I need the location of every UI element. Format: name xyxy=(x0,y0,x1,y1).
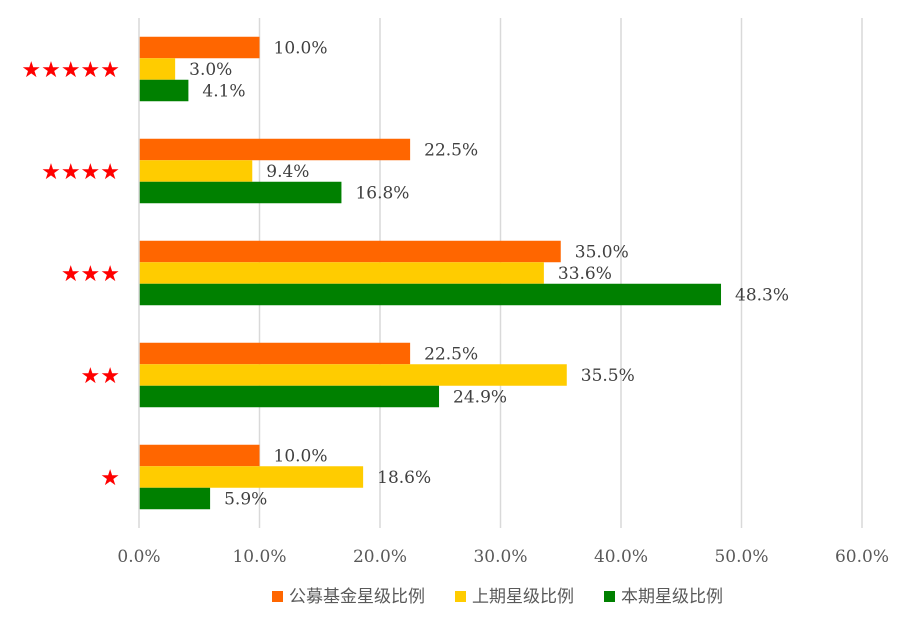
category-label: ★★★★ xyxy=(41,160,120,185)
bar xyxy=(139,385,440,408)
bar xyxy=(139,283,722,306)
data-label: 10.0% xyxy=(274,39,328,59)
data-label: 3.0% xyxy=(189,60,232,80)
data-label: 22.5% xyxy=(424,345,478,365)
data-label: 33.6% xyxy=(558,264,612,284)
bar xyxy=(139,58,176,80)
bar xyxy=(139,364,567,386)
data-label: 22.5% xyxy=(424,141,478,161)
data-label: 24.9% xyxy=(453,388,507,408)
category-label: ★★★ xyxy=(61,262,120,287)
data-label: 9.4% xyxy=(266,162,309,182)
x-tick-label: 0.0% xyxy=(117,547,160,567)
legend-label: 上期星级比例 xyxy=(472,587,574,607)
x-tick-label: 10.0% xyxy=(232,547,286,567)
bar xyxy=(139,138,411,161)
legend-swatch xyxy=(455,591,466,602)
legend-swatch xyxy=(272,591,283,602)
bar xyxy=(139,342,411,365)
bar xyxy=(139,181,342,204)
category-axis: ★★★★★★★★★★★★★★★ xyxy=(21,18,140,528)
value-axis: 0.0% 10.0% 20.0% 30.0% 40.0% 50.0% 60.0% xyxy=(117,547,889,567)
data-labels: 10.0% 3.0%4.1% 22.5% 9.4% 16.8% 35.0%33.6% 48.… xyxy=(189,39,789,510)
x-tick-label: 30.0% xyxy=(473,547,527,567)
category-label: ★ xyxy=(100,466,120,491)
bar xyxy=(139,262,544,284)
bar xyxy=(139,36,260,59)
data-label: 35.5% xyxy=(581,366,635,386)
legend-item: 本期星级比例 xyxy=(604,587,723,607)
x-tick-label: 50.0% xyxy=(714,547,768,567)
legend: 公募基金星级比例 上期星级比例 本期星级比例 xyxy=(272,587,723,607)
legend-swatch xyxy=(604,591,615,602)
category-label: ★★★★★ xyxy=(21,58,120,83)
legend-label: 本期星级比例 xyxy=(621,587,723,607)
x-tick-label: 40.0% xyxy=(594,547,648,567)
legend-item: 公募基金星级比例 xyxy=(272,587,425,607)
category-label: ★★ xyxy=(81,364,120,389)
x-tick-label: 20.0% xyxy=(353,547,407,567)
x-tick-label: 60.0% xyxy=(835,547,889,567)
bar xyxy=(139,240,561,263)
data-label: 4.1% xyxy=(202,82,245,102)
bar xyxy=(139,160,253,182)
legend-item: 上期星级比例 xyxy=(455,587,574,607)
bars xyxy=(139,36,722,510)
data-label: 16.8% xyxy=(355,184,409,204)
data-label: 5.9% xyxy=(224,490,267,510)
bar xyxy=(139,466,364,488)
data-label: 48.3% xyxy=(735,286,789,306)
data-label: 18.6% xyxy=(377,468,431,488)
bar xyxy=(139,444,260,467)
legend-label: 公募基金星级比例 xyxy=(289,587,425,607)
bar xyxy=(139,487,211,510)
data-label: 10.0% xyxy=(274,447,328,467)
data-label: 35.0% xyxy=(575,243,629,263)
bar xyxy=(139,79,189,102)
